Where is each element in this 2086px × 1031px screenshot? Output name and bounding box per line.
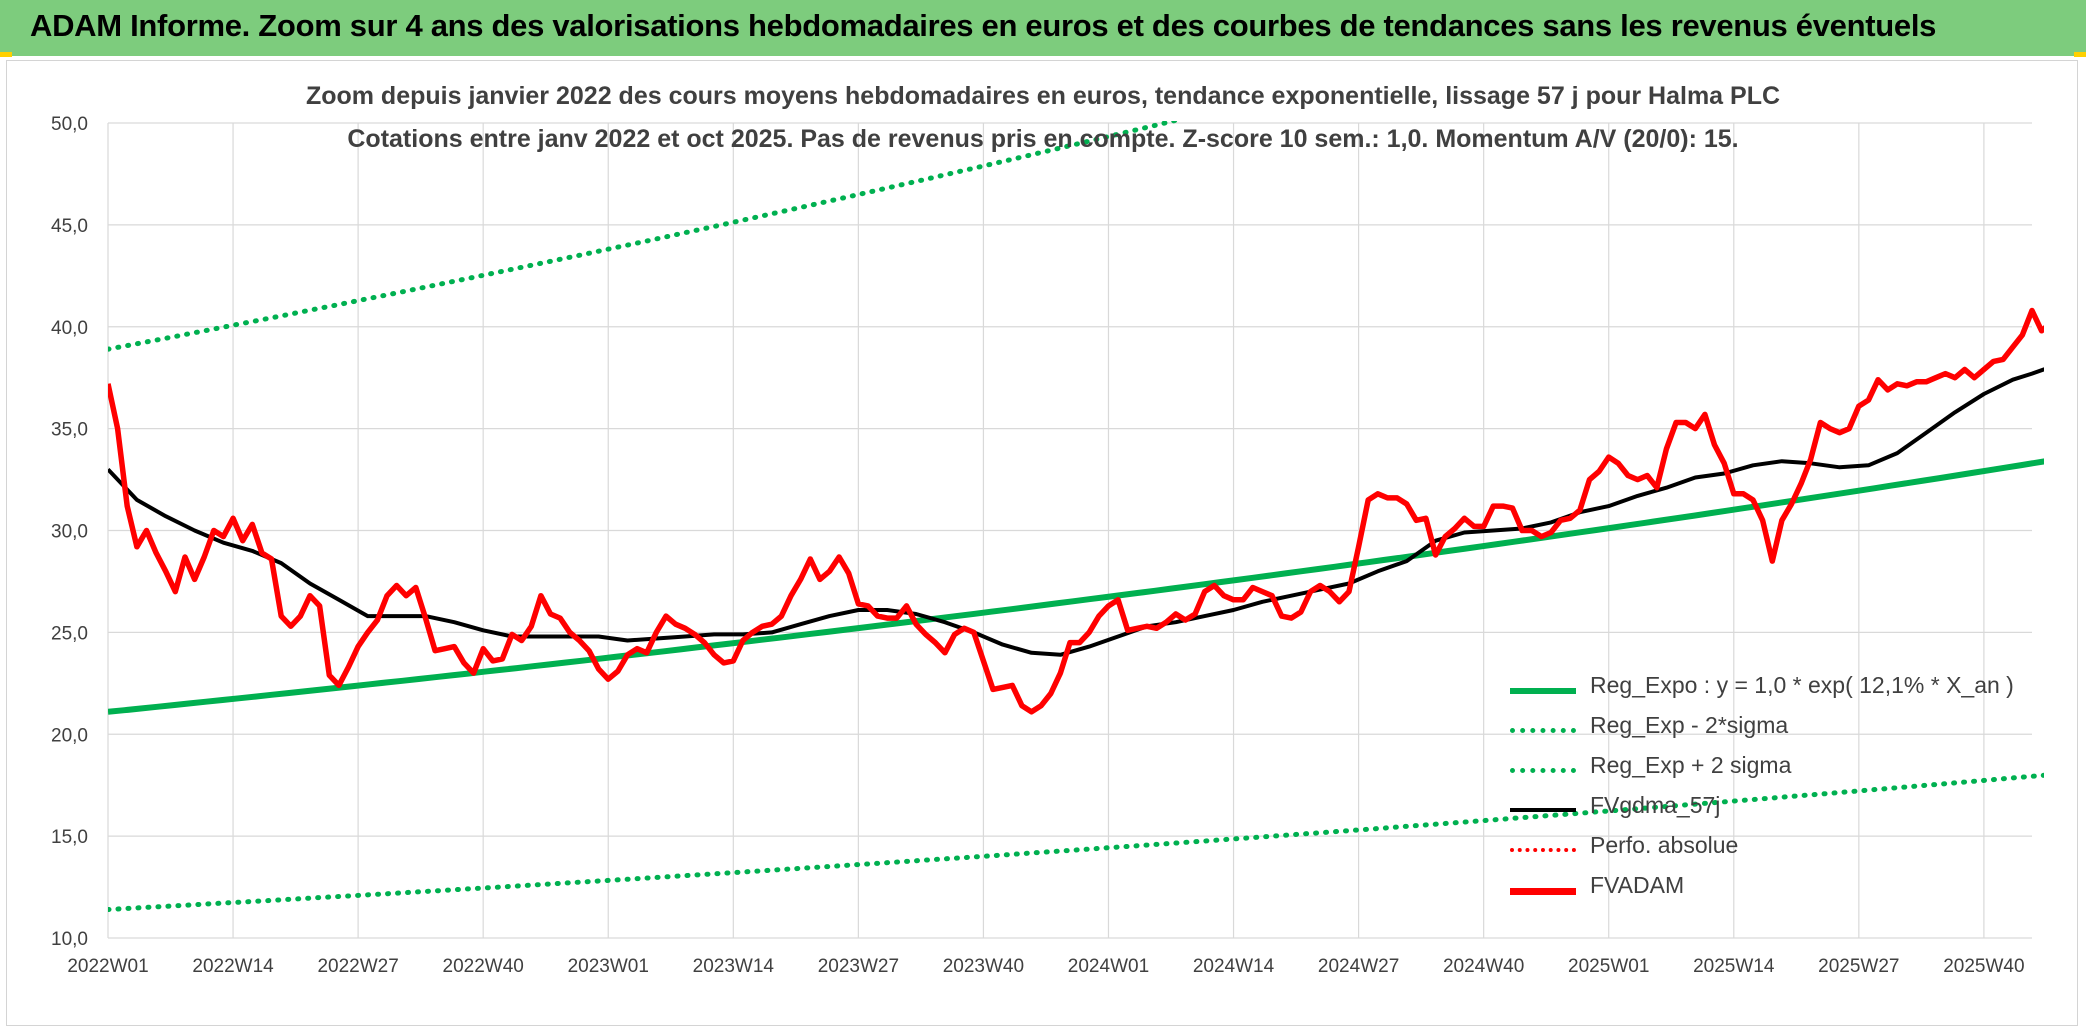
corner-accent-right	[2074, 52, 2086, 57]
x-tick-label: 2023W27	[818, 956, 899, 977]
series-reg-exp-minus-2-sigma	[108, 772, 2044, 912]
series-reg-expo	[108, 458, 2044, 715]
x-tick-label: 2024W01	[1068, 956, 1149, 977]
y-tick-label: 30,0	[51, 522, 88, 543]
legend-swatch-solid-red	[1510, 888, 1576, 895]
x-tick-label: 2024W40	[1443, 956, 1524, 977]
y-tick-label: 25,0	[51, 623, 88, 644]
x-tick-label: 2022W40	[443, 956, 524, 977]
y-tick-label: 35,0	[51, 420, 88, 441]
page-title: ADAM Informe. Zoom sur 4 ans des valoris…	[30, 8, 1937, 43]
plot-area	[108, 121, 2044, 912]
y-tick-label: 20,0	[51, 725, 88, 746]
x-tick-label: 2022W01	[67, 956, 148, 977]
chart-subtitle-line-1: Zoom depuis janvier 2022 des cours moyen…	[305, 82, 1781, 110]
y-tick-label: 15,0	[51, 827, 88, 848]
x-tick-label: 2024W27	[1318, 956, 1399, 977]
legend-swatch-solid-black	[1510, 808, 1576, 812]
legend-label: FVADAM	[1590, 872, 1685, 898]
x-tick-label: 2022W27	[317, 956, 398, 977]
x-tick-label: 2023W01	[568, 956, 649, 977]
legend-swatch-dotted-green	[1510, 728, 1576, 733]
x-tick-label: 2025W14	[1693, 956, 1775, 977]
x-tick-label: 2025W01	[1568, 956, 1649, 977]
x-tick-label: 2025W40	[1943, 956, 2024, 977]
legend-label: Reg_Exp - 2*sigma	[1590, 712, 1789, 738]
legend-label: Reg_Exp + 2 sigma	[1590, 752, 1792, 778]
chart-frame	[6, 60, 2078, 1026]
y-tick-label: 50,0	[51, 114, 88, 135]
x-tick-label: 2023W14	[693, 956, 775, 977]
legend-label: Perfo. absolue	[1590, 832, 1739, 858]
x-tick-label: 2022W14	[192, 956, 274, 977]
legend-swatch-solid-green	[1510, 688, 1576, 694]
legend-swatch-dotted-green	[1510, 768, 1576, 773]
corner-accent-left	[0, 52, 12, 57]
legend-label: Reg_Expo : y = 1,0 * exp( 12,1% * X_an )	[1590, 672, 2014, 698]
y-tick-label: 10,0	[51, 929, 88, 950]
x-tick-label: 2023W40	[943, 956, 1024, 977]
series-reg-exp-plus-2-sigma	[108, 121, 1184, 352]
series-fvgdma-57j	[108, 367, 2044, 657]
title-banner: ADAM Informe. Zoom sur 4 ans des valoris…	[0, 0, 2086, 56]
legend-swatch-dotted-red	[1510, 848, 1576, 852]
x-tick-label: 2025W27	[1818, 956, 1899, 977]
x-tick-label: 2024W14	[1193, 956, 1275, 977]
series-fvadam	[108, 307, 2044, 715]
y-tick-label: 45,0	[51, 216, 88, 237]
y-tick-label: 40,0	[51, 318, 88, 339]
chart-subtitle-line-2: Cotations entre janv 2022 et oct 2025. P…	[347, 125, 1739, 153]
legend-label: FVgdma_57j	[1590, 792, 1721, 818]
